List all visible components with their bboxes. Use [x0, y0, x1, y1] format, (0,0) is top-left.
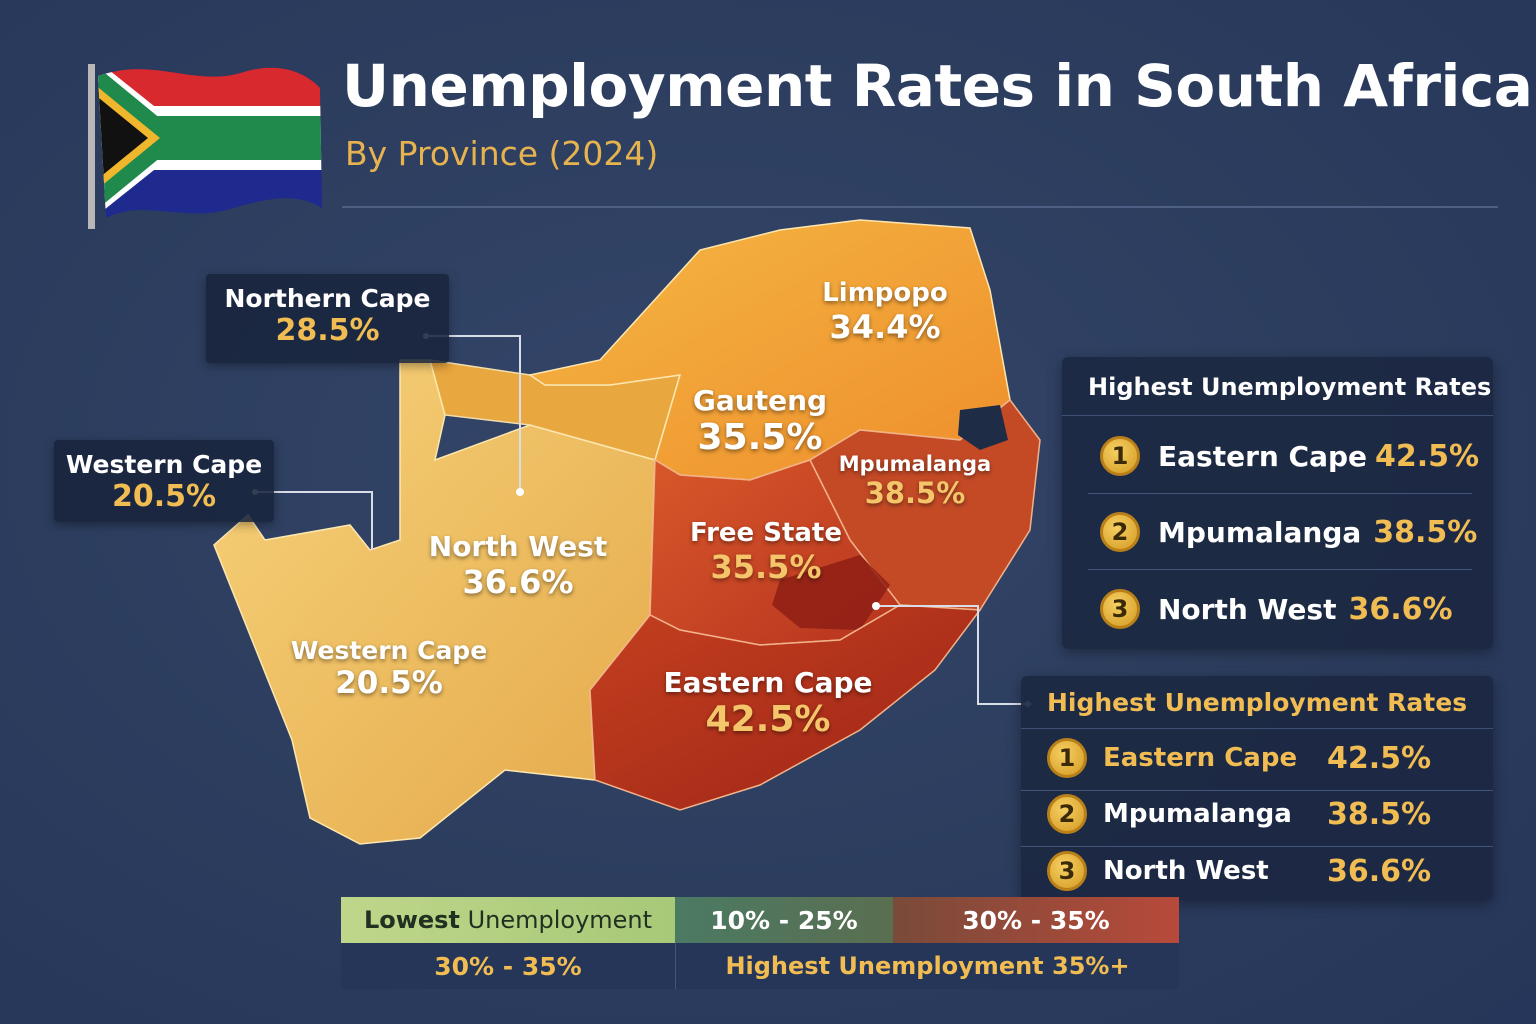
panel-heading: Highest Unemployment Rates [1088, 373, 1492, 401]
rank-badge-icon: 1 [1047, 738, 1087, 778]
ranking-name: North West [1103, 856, 1269, 886]
ranking-name: Mpumalanga [1103, 799, 1292, 829]
map-label-free-state: Free State 35.5% [689, 518, 843, 586]
map-label-western-cape: Western Cape 20.5% [290, 636, 488, 701]
ranking-value: 36.6% [1327, 853, 1432, 889]
panel-divider [1062, 415, 1493, 416]
panel-divider [1021, 846, 1493, 847]
ranking-name: Eastern Cape [1103, 743, 1298, 773]
callout-northern-cape: Northern Cape 28.5% [206, 274, 449, 363]
ranking-row: 3 North West 36.6% [1047, 851, 1467, 891]
ranking-name: North West [1158, 592, 1337, 626]
legend-high: Highest Unemployment 35%+ [675, 943, 1179, 989]
ranking-value: 42.5% [1327, 740, 1432, 776]
ranking-name: Mpumalanga [1158, 515, 1362, 549]
ranking-row: 1 Eastern Cape 42.5% [1100, 436, 1479, 476]
ranking-value: 36.6% [1348, 591, 1453, 627]
legend-range-mid-alt: 30% - 35% [341, 943, 675, 989]
page-subtitle: By Province (2024) [345, 134, 659, 173]
legend-range-low: 10% - 25% [675, 897, 893, 943]
legend-range-mid: 30% - 35% [893, 897, 1179, 943]
panel-heading: Highest Unemployment Rates [1047, 688, 1468, 717]
panel-divider [1088, 569, 1472, 570]
rank-badge-icon: 3 [1100, 589, 1140, 629]
ranking-value: 42.5% [1375, 438, 1480, 474]
ranking-row: 1 Eastern Cape 42.5% [1047, 738, 1467, 778]
map-label-eastern-cape: Eastern Cape 42.5% [663, 666, 873, 740]
map-label-mpumalanga: Mpumalanga 38.5% [838, 452, 992, 510]
rank-badge-icon: 2 [1100, 512, 1140, 552]
title-divider [342, 206, 1498, 208]
map-label-north-west: North West 36.6% [428, 530, 608, 601]
ranking-panel-top: Highest Unemployment Rates 1 Eastern Cap… [1062, 357, 1493, 649]
map-label-limpopo: Limpopo 34.4% [822, 278, 948, 346]
ranking-row: 2 Mpumalanga 38.5% [1100, 512, 1477, 552]
panel-divider [1021, 790, 1493, 791]
ranking-row: 3 North West 36.6% [1100, 589, 1453, 629]
ranking-value: 38.5% [1373, 514, 1478, 550]
panel-divider [1021, 728, 1493, 729]
rank-badge-icon: 1 [1100, 436, 1140, 476]
south-africa-flag-icon [88, 64, 322, 229]
ranking-value: 38.5% [1327, 796, 1432, 832]
rank-badge-icon: 3 [1047, 851, 1087, 891]
ranking-name: Eastern Cape [1158, 439, 1368, 473]
ranking-row: 2 Mpumalanga 38.5% [1047, 794, 1467, 834]
map-label-gauteng: Gauteng 35.5% [692, 384, 828, 458]
region-eswatini [958, 405, 1008, 450]
region-lesotho [772, 555, 890, 630]
panel-divider [1088, 493, 1472, 494]
page-title: Unemployment Rates in South Africa [342, 52, 1533, 120]
rank-badge-icon: 2 [1047, 794, 1087, 834]
callout-western-cape: Western Cape 20.5% [54, 440, 274, 522]
legend: Lowest Unemployment 10% - 25% 30% - 35% … [341, 897, 1179, 989]
legend-low: Lowest Unemployment [341, 897, 675, 943]
ranking-panel-bottom: Highest Unemployment Rates 1 Eastern Cap… [1021, 676, 1493, 900]
